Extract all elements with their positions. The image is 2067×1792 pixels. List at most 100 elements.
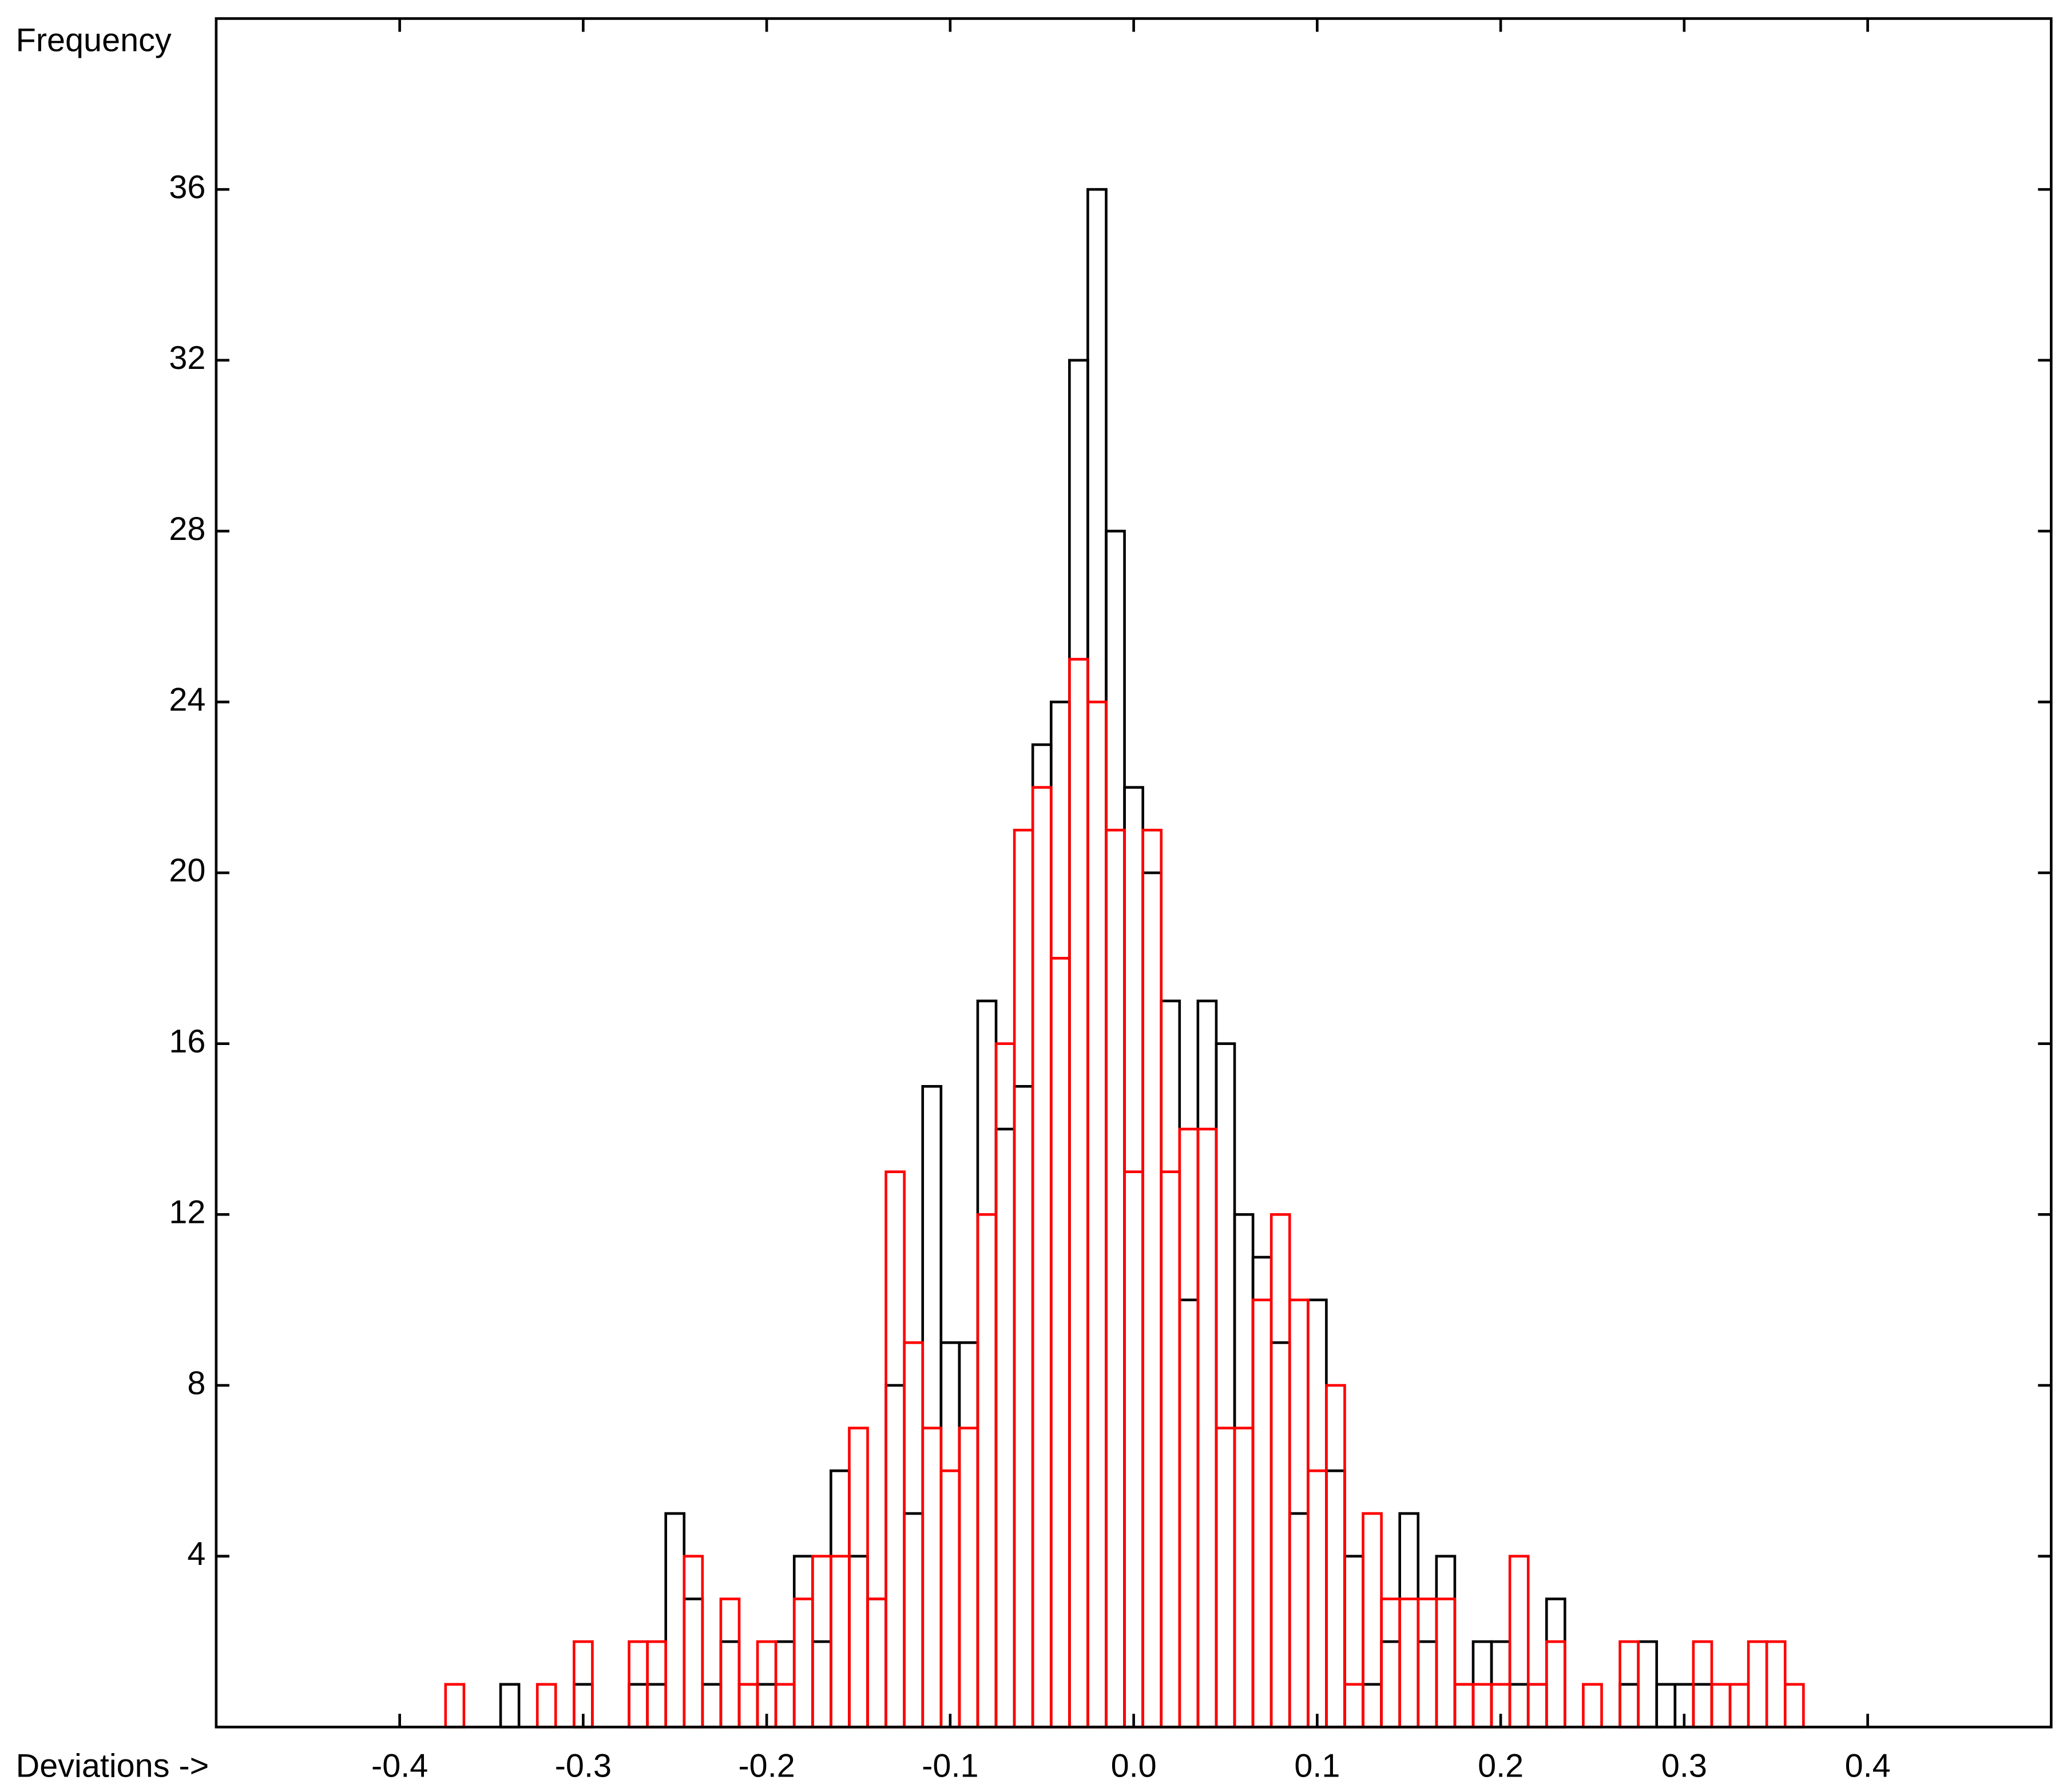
histogram-bar bbox=[1417, 1640, 1438, 1729]
histogram-bar bbox=[1453, 1683, 1475, 1729]
histogram-bar bbox=[1013, 1085, 1034, 1729]
y-tick-label: 32 bbox=[169, 340, 205, 376]
histogram-bar bbox=[444, 1683, 466, 1729]
histogram-bar bbox=[664, 1512, 686, 1729]
histogram-bar bbox=[1398, 1512, 1420, 1729]
histogram-bar bbox=[1435, 1555, 1457, 1729]
histogram-bar bbox=[1710, 1683, 1732, 1729]
histogram-bar bbox=[1453, 1683, 1475, 1729]
histogram-bar bbox=[1288, 1512, 1310, 1729]
histogram-bar bbox=[683, 1598, 704, 1729]
x-axis-label: Deviations -> bbox=[16, 1747, 209, 1784]
histogram-bar bbox=[903, 1512, 925, 1729]
histogram-bar bbox=[1343, 1683, 1364, 1729]
histogram-bar bbox=[1637, 1640, 1659, 1729]
y-tick-label: 24 bbox=[169, 681, 205, 718]
histogram-bar bbox=[1380, 1640, 1402, 1729]
histogram-bar bbox=[994, 1042, 1016, 1729]
histogram-bar bbox=[1123, 1170, 1144, 1729]
y-tick-label: 36 bbox=[169, 169, 205, 205]
histogram-bar bbox=[884, 1170, 906, 1729]
histogram-bar bbox=[1783, 1683, 1805, 1729]
histogram-bar bbox=[1362, 1512, 1383, 1729]
histogram-bar bbox=[719, 1640, 741, 1729]
histogram-bar bbox=[646, 1683, 668, 1729]
histogram-bar bbox=[683, 1555, 704, 1729]
histogram-bar bbox=[1692, 1683, 1713, 1729]
histogram-bar bbox=[1105, 828, 1126, 1729]
histogram-bar bbox=[1178, 1127, 1200, 1729]
histogram-bar bbox=[1049, 956, 1071, 1729]
histogram-bar bbox=[1747, 1640, 1768, 1729]
histogram-bar bbox=[1325, 1469, 1346, 1729]
histogram-bar bbox=[1398, 1598, 1420, 1729]
histogram-bar bbox=[1196, 999, 1218, 1729]
histogram-bar bbox=[1141, 871, 1163, 1729]
histogram-bar bbox=[1325, 1384, 1346, 1729]
histogram-bar bbox=[848, 1427, 869, 1729]
histogram-bar bbox=[1269, 1341, 1291, 1729]
histogram-bar bbox=[921, 1085, 943, 1729]
y-tick-label: 4 bbox=[187, 1536, 205, 1572]
histogram-bar bbox=[958, 1427, 979, 1729]
histogram-bar bbox=[1251, 1298, 1273, 1729]
histogram-bar bbox=[830, 1469, 851, 1729]
histogram-bar bbox=[1031, 743, 1053, 1729]
histogram-bar bbox=[976, 1213, 998, 1729]
histogram-bar bbox=[1086, 188, 1108, 1729]
plot-frame bbox=[215, 17, 2053, 1729]
histogram-bar bbox=[792, 1555, 814, 1729]
histogram-bar bbox=[701, 1683, 723, 1729]
histogram-bar bbox=[1307, 1469, 1328, 1729]
histogram-bar bbox=[1545, 1598, 1566, 1729]
histogram-bar bbox=[811, 1640, 832, 1729]
histogram-bar bbox=[994, 1127, 1016, 1729]
histogram-bar bbox=[1362, 1683, 1383, 1729]
histogram-bar bbox=[1233, 1427, 1255, 1729]
histogram-bar bbox=[830, 1555, 851, 1729]
histogram-bar bbox=[958, 1341, 979, 1729]
x-tick-label: 0.4 bbox=[1845, 1747, 1891, 1784]
histogram-bar bbox=[719, 1598, 741, 1729]
histogram-bar bbox=[737, 1683, 759, 1729]
histogram-bar bbox=[1508, 1683, 1530, 1729]
histogram-bar bbox=[1196, 1127, 1218, 1729]
histogram-bar bbox=[1251, 1255, 1273, 1729]
histogram-bar bbox=[1417, 1598, 1438, 1729]
histogram-bar bbox=[1086, 700, 1108, 1729]
x-tick-label: -0.4 bbox=[371, 1747, 428, 1784]
histogram-bar bbox=[1105, 530, 1126, 1729]
histogram-bar bbox=[1508, 1555, 1530, 1729]
x-tick-label: -0.1 bbox=[922, 1747, 978, 1784]
histogram-bar bbox=[1215, 1042, 1236, 1729]
histogram-bar bbox=[499, 1683, 521, 1729]
histogram-bar bbox=[1031, 786, 1053, 1729]
y-tick-label: 28 bbox=[169, 511, 205, 547]
histogram-bar bbox=[921, 1427, 943, 1729]
histogram-bar bbox=[848, 1555, 869, 1729]
histogram-bar bbox=[1123, 786, 1144, 1729]
x-tick-label: 0.3 bbox=[1661, 1747, 1707, 1784]
y-tick-label: 12 bbox=[169, 1194, 205, 1231]
x-tick-label: 0.2 bbox=[1478, 1747, 1524, 1784]
histogram-bar bbox=[737, 1683, 759, 1729]
histogram-bar bbox=[1160, 999, 1181, 1729]
histogram-bar bbox=[1233, 1213, 1255, 1729]
y-axis-label: Frequency bbox=[16, 22, 172, 58]
histogram-bar bbox=[1013, 828, 1034, 1729]
histogram-bar bbox=[1618, 1683, 1640, 1729]
histogram-bar bbox=[628, 1683, 649, 1729]
histogram-bar bbox=[1582, 1683, 1603, 1729]
histogram-bar bbox=[1545, 1640, 1566, 1729]
histogram-bar bbox=[1215, 1427, 1236, 1729]
histogram-bar bbox=[1307, 1298, 1328, 1729]
histogram-bar bbox=[884, 1384, 906, 1729]
x-tick-label: -0.3 bbox=[555, 1747, 612, 1784]
histogram-bar bbox=[1269, 1213, 1291, 1729]
histogram-bar bbox=[535, 1683, 557, 1729]
histogram-bar bbox=[1435, 1598, 1457, 1729]
histogram-bar bbox=[939, 1341, 961, 1729]
histogram-bar bbox=[1655, 1683, 1677, 1729]
y-tick-label: 8 bbox=[187, 1365, 205, 1401]
